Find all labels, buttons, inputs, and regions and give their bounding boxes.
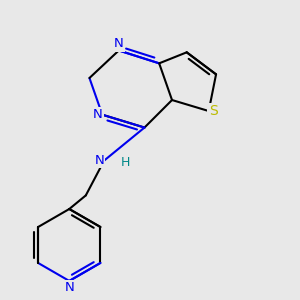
Text: H: H <box>121 156 130 169</box>
Text: N: N <box>64 281 74 294</box>
Text: N: N <box>92 108 102 121</box>
Text: N: N <box>114 38 124 50</box>
Text: S: S <box>209 104 218 118</box>
Text: N: N <box>94 154 104 167</box>
